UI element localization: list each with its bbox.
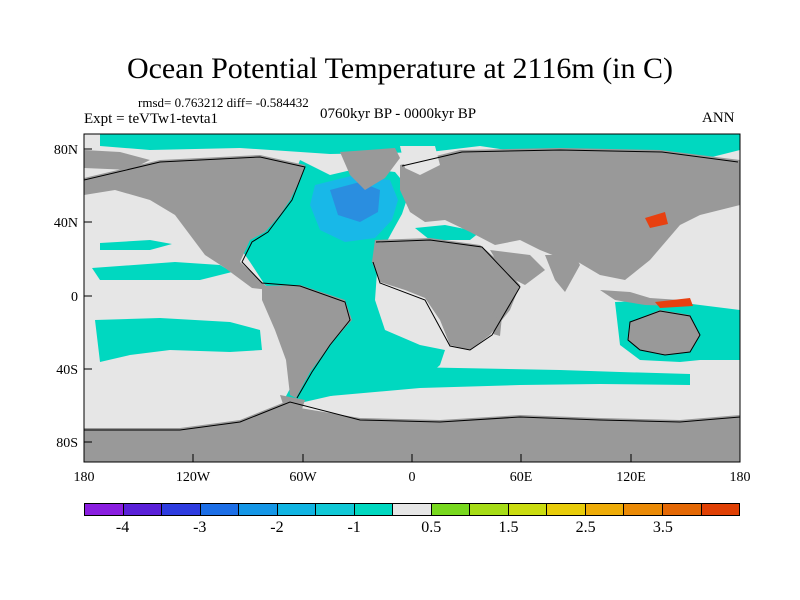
y-tick-label: 80N (54, 143, 78, 158)
colorbar-box (431, 504, 471, 515)
greenland (340, 148, 400, 190)
colorbar-label: 0.5 (421, 519, 442, 536)
arctic-land-patch (84, 150, 150, 170)
x-tick-label: 120E (616, 470, 646, 485)
colorbar-label: 3.5 (652, 519, 673, 536)
colorbar-box (200, 504, 240, 515)
colorbar-label: 2.5 (575, 519, 596, 536)
eurasia (400, 148, 740, 280)
colorbar-box (585, 504, 625, 515)
colorbar-box (624, 504, 663, 515)
x-tick-label: 0 (409, 470, 416, 485)
coastline-eurasia-africa (372, 149, 739, 351)
season-label: ANN (702, 110, 735, 126)
north-america (84, 155, 305, 290)
page-title: Ocean Potential Temperature at 2116m (in… (126, 52, 674, 85)
x-tick-label: 60E (510, 470, 533, 485)
colorbar-label: -4 (115, 519, 130, 536)
drake-passage-land (280, 395, 305, 415)
colorbar (84, 503, 740, 516)
y-axis: 80N 40N 0 40S 80S (54, 143, 92, 451)
atlantic-cooling-region (238, 160, 445, 403)
africa (372, 238, 520, 350)
coastlines (84, 149, 740, 431)
x-tick-label: 180 (74, 470, 95, 485)
colorbar-box (547, 504, 586, 515)
antarctica (84, 400, 740, 462)
warming-regions (645, 212, 693, 308)
colorbar-label: -1 (347, 519, 361, 536)
colorbar-box (85, 504, 124, 515)
stats-text: rmsd= 0.763212 diff= -0.584432 (138, 95, 309, 110)
y-tick-label: 80S (56, 436, 78, 451)
pacific-cooling-patch-2 (95, 318, 262, 362)
period-label: 0760kyr BP - 0000kyr BP (320, 106, 477, 122)
colorbar-box (393, 504, 432, 515)
coastline-americas (84, 156, 351, 399)
colorbar-box (508, 504, 548, 515)
y-tick-label: 40N (54, 216, 78, 231)
colorbar-label: 1.5 (498, 519, 519, 536)
colorbar-box (470, 504, 509, 515)
y-tick-label: 0 (71, 290, 78, 305)
colorbar-box (354, 504, 394, 515)
arabia (490, 250, 545, 285)
y-tick-label: 40S (56, 363, 78, 378)
banda-sea-warming (655, 298, 693, 308)
india (545, 255, 580, 292)
arctic-ocean-nochange (400, 146, 440, 175)
colorbar-box (162, 504, 201, 515)
southern-cooling-band (300, 365, 690, 396)
colorbar-label: -3 (193, 519, 207, 536)
coastline-australia (627, 310, 701, 356)
australia (628, 310, 700, 355)
x-tick-label: 180 (730, 470, 751, 485)
colorbar-box (239, 504, 278, 515)
experiment-label: Expt = teVTw1-tevta1 (84, 111, 219, 127)
x-tick-label: 60W (289, 470, 317, 485)
colorbar-box (316, 504, 355, 515)
colorbar-box (701, 504, 740, 515)
south-america (262, 285, 352, 398)
north-atlantic-strong-cooling (330, 182, 380, 222)
colorbar-box (123, 504, 163, 515)
pacific-cooling-patch-3 (100, 240, 172, 250)
colorbar-label: -2 (270, 519, 284, 536)
colorbar-box (277, 504, 317, 515)
sea-of-japan-warming (645, 212, 668, 228)
coastline-antarctica (84, 401, 740, 431)
map-area (84, 134, 740, 462)
pacific-cooling-patch-1 (92, 262, 232, 280)
x-axis: 180 120W 60W 0 60E 120E 180 (74, 454, 751, 485)
colorbar-box (662, 504, 702, 515)
x-tick-label: 120W (176, 470, 211, 485)
